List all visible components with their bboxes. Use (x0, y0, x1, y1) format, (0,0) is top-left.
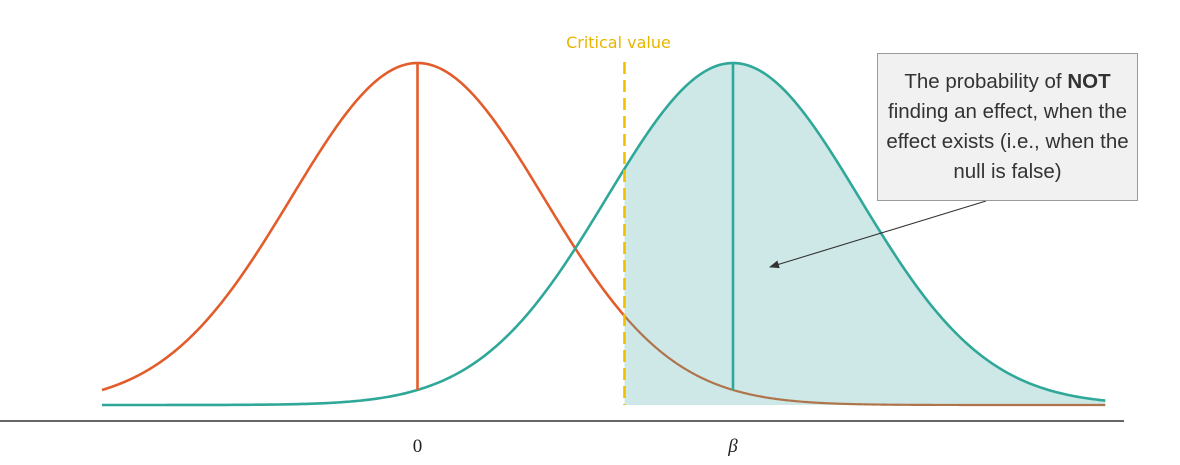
tick-label-beta: β (727, 436, 738, 457)
null-curve-overlap (623, 315, 1106, 407)
tick-label-zero: 0 (413, 436, 423, 457)
callout-arrow (769, 200, 987, 269)
callout-bold-text: NOT (1067, 70, 1111, 93)
callout-text: The probability of NOT finding an effect… (886, 70, 1129, 183)
callout-box: The probability of NOT finding an effect… (877, 53, 1138, 201)
critical-value-label: Critical value (566, 33, 671, 52)
alternative-distribution-curve (102, 61, 1106, 407)
null-distribution-curve (101, 61, 626, 392)
alt-shaded-area (624, 63, 1106, 405)
